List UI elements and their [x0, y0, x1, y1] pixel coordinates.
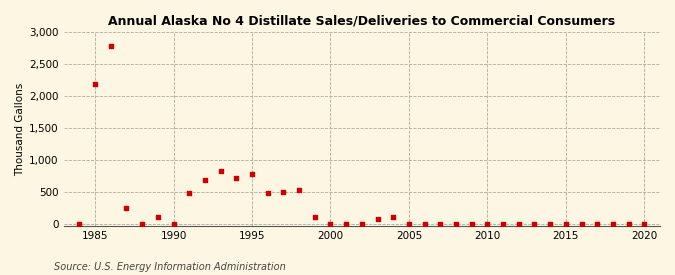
Point: [419, 222, 430, 226]
Text: Source: U.S. Energy Information Administration: Source: U.S. Energy Information Administ…: [54, 262, 286, 272]
Point: [105, 44, 116, 48]
Point: [278, 190, 289, 194]
Point: [263, 190, 273, 195]
Point: [153, 215, 163, 219]
Point: [592, 222, 603, 226]
Point: [623, 222, 634, 226]
Point: [294, 188, 304, 192]
Point: [184, 190, 194, 195]
Point: [137, 222, 148, 226]
Point: [90, 82, 101, 86]
Point: [482, 222, 493, 226]
Point: [608, 222, 618, 226]
Point: [576, 222, 587, 226]
Y-axis label: Thousand Gallons: Thousand Gallons: [15, 82, 25, 175]
Point: [545, 222, 556, 226]
Point: [74, 222, 85, 226]
Point: [514, 222, 524, 226]
Point: [341, 222, 352, 226]
Point: [560, 222, 571, 226]
Point: [231, 176, 242, 180]
Point: [497, 222, 508, 226]
Point: [246, 172, 257, 176]
Point: [466, 222, 477, 226]
Point: [309, 215, 320, 219]
Point: [372, 217, 383, 221]
Point: [529, 222, 540, 226]
Point: [356, 222, 367, 226]
Point: [200, 178, 211, 183]
Point: [325, 222, 336, 226]
Point: [121, 206, 132, 210]
Point: [404, 222, 414, 226]
Title: Annual Alaska No 4 Distillate Sales/Deliveries to Commercial Consumers: Annual Alaska No 4 Distillate Sales/Deli…: [108, 15, 616, 28]
Point: [168, 222, 179, 226]
Point: [451, 222, 462, 226]
Point: [215, 169, 226, 174]
Point: [388, 215, 399, 219]
Point: [639, 222, 650, 226]
Point: [435, 222, 446, 226]
